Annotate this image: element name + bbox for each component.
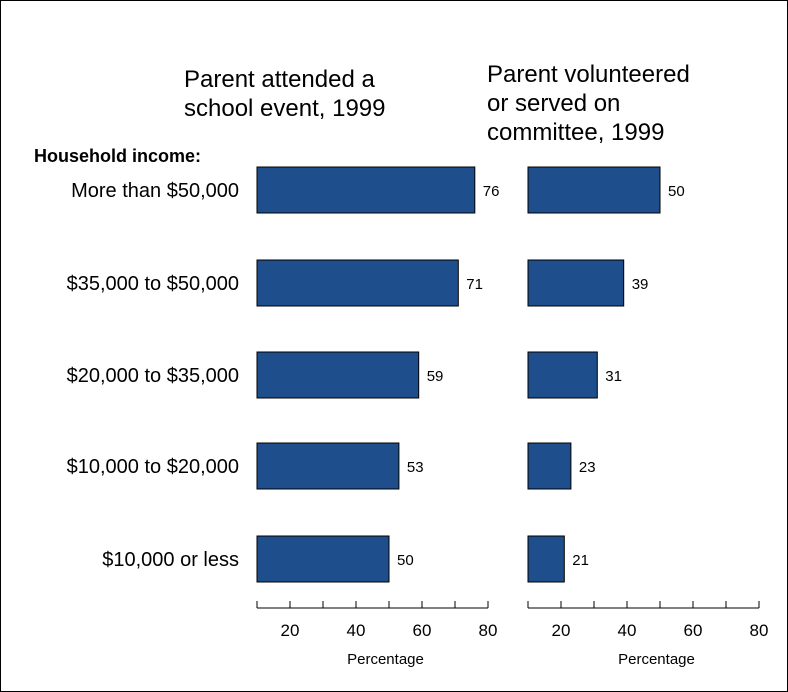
panel-1-value-label: 59 [427, 368, 444, 385]
category-label: $10,000 to $20,000 [67, 456, 239, 478]
panel-1-bar [256, 535, 390, 583]
panel-2-value-label: 23 [579, 459, 596, 476]
panel-1-x-tick-label: 40 [347, 621, 366, 640]
panel-2-title-line: Parent volunteered [487, 61, 690, 88]
panel-2-bar [527, 259, 625, 307]
panel-2-x-axis-label: Percentage [618, 651, 695, 668]
panel-1-value-label: 53 [407, 459, 424, 476]
panel-1-title-line: school event, 1999 [184, 95, 385, 122]
category-label: More than $50,000 [71, 180, 239, 202]
panel-1-bar [256, 166, 476, 214]
panel-2-bar [527, 351, 598, 399]
panel-2-bar [527, 442, 572, 490]
category-label: $35,000 to $50,000 [67, 273, 239, 295]
panel-2-value-label: 39 [632, 276, 649, 293]
panel-1-title-line: Parent attended a [184, 66, 375, 93]
panel-1-value-label: 50 [397, 552, 414, 569]
panel-2-bar [527, 166, 661, 214]
panel-2-x-tick-label: 60 [684, 621, 703, 640]
panel-1-bar [256, 442, 400, 490]
category-label: $10,000 or less [102, 549, 239, 571]
panel-1-x-axis-label: Percentage [347, 651, 424, 668]
panel-2-value-label: 21 [572, 552, 589, 569]
panel-2-x-tick-label: 80 [750, 621, 769, 640]
panel-1-value-label: 71 [466, 276, 483, 293]
panel-2-title-line: or served on [487, 90, 620, 117]
panel-1-x-tick-label: 60 [413, 621, 432, 640]
category-header: Household income: [34, 146, 201, 166]
panel-2-x-tick-label: 20 [552, 621, 571, 640]
panel-2-bar [527, 535, 565, 583]
panel-1-bar [256, 351, 420, 399]
panel-2-value-label: 31 [605, 368, 622, 385]
panel-1-bar [256, 259, 459, 307]
panel-2-value-label: 50 [668, 183, 685, 200]
panel-1-x-tick-label: 80 [479, 621, 498, 640]
panel-1-value-label: 76 [483, 183, 500, 200]
panel-2-title-line: committee, 1999 [487, 119, 664, 146]
category-label: $20,000 to $35,000 [67, 365, 239, 387]
panel-2-x-tick-label: 40 [618, 621, 637, 640]
panel-1-x-tick-label: 20 [281, 621, 300, 640]
